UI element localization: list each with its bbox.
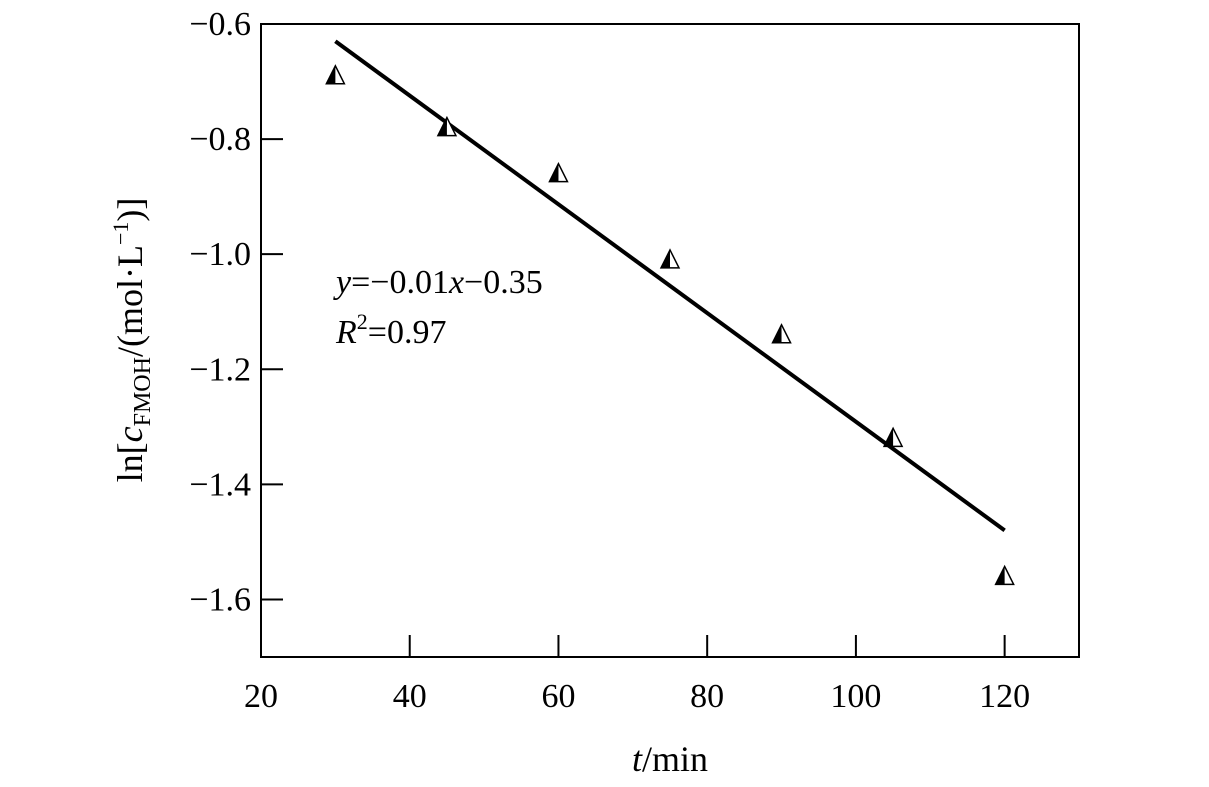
x-tick-label: 80 — [690, 678, 724, 715]
x-tick-label: 60 — [541, 678, 575, 715]
x-tick-label: 100 — [830, 678, 881, 715]
data-point — [436, 115, 458, 137]
y-axis-title: ln[cFMOH/(mol·L−1)] — [108, 198, 156, 483]
data-point — [882, 426, 904, 448]
y-tick-label: −1.0 — [189, 236, 251, 273]
y-tick-labels: −0.6 −0.8 −1.0 −1.2 −1.4 −1.6 — [189, 6, 251, 618]
data-point — [325, 64, 346, 85]
data-point — [994, 564, 1015, 586]
x-tick-label: 20 — [244, 678, 278, 715]
equation-label: y=−0.01x−0.35 — [333, 264, 543, 301]
data-point — [659, 248, 681, 269]
axis-ticks — [260, 23, 1006, 657]
y-tick-label: −1.4 — [189, 466, 251, 503]
plot-frame — [260, 23, 1080, 658]
x-tick-labels: 20 40 60 80 100 120 — [244, 678, 1030, 715]
y-tick-label: −0.6 — [189, 6, 251, 43]
x-tick-label: 40 — [393, 678, 427, 715]
data-points — [325, 64, 1015, 586]
data-point — [548, 161, 569, 183]
y-tick-label: −1.6 — [189, 581, 251, 618]
y-tick-label: −1.2 — [189, 351, 251, 388]
r-squared-label: R2=0.97 — [335, 309, 446, 351]
y-tick-label: −0.8 — [189, 121, 251, 158]
x-axis-title: t/min — [632, 739, 708, 779]
x-tick-label: 120 — [979, 678, 1030, 715]
data-point — [771, 323, 792, 344]
